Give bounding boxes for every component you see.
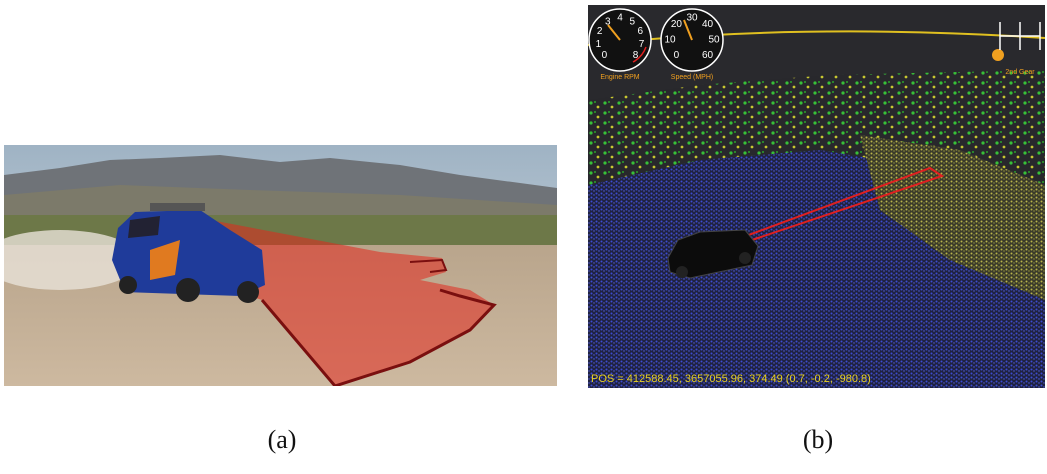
gauge-tick-label: 2 xyxy=(597,26,603,37)
gauge-tick-label: 1 xyxy=(596,39,602,50)
gauge-tick-label: 50 xyxy=(708,35,720,46)
gauge-tick-label: 40 xyxy=(702,19,714,30)
gauge-tick-label: 30 xyxy=(686,13,698,24)
gauge-tick-label: 0 xyxy=(674,50,680,61)
gauge-tick-label: 4 xyxy=(617,13,623,24)
position-readout: POS = 412588.45, 3657055.96, 374.49 (0.7… xyxy=(591,373,871,385)
gauge-tick-label: 8 xyxy=(633,50,639,61)
photo xyxy=(0,145,557,386)
gauge-tick-label: 0 xyxy=(602,50,608,61)
gauge-tick-label: 60 xyxy=(702,50,714,61)
figure: (a)(b)012345678Engine RPM0102030405060Sp… xyxy=(0,0,1047,474)
gauge-label: Speed (MPH) xyxy=(671,74,713,81)
caption: (a) xyxy=(268,425,297,454)
gauge-tick-label: 5 xyxy=(629,16,635,27)
caption: (b) xyxy=(803,425,833,454)
gauge-tick-label: 3 xyxy=(605,16,611,27)
gauge-tick-label: 10 xyxy=(664,35,676,46)
visualization xyxy=(588,5,1045,388)
gauge-label: Engine RPM xyxy=(600,74,639,81)
gauge-tick-label: 6 xyxy=(638,26,644,37)
gauge-tick-label: 20 xyxy=(671,19,683,30)
gear-label: 2nd Gear xyxy=(1005,69,1035,76)
gauge-tick-label: 7 xyxy=(639,39,645,50)
